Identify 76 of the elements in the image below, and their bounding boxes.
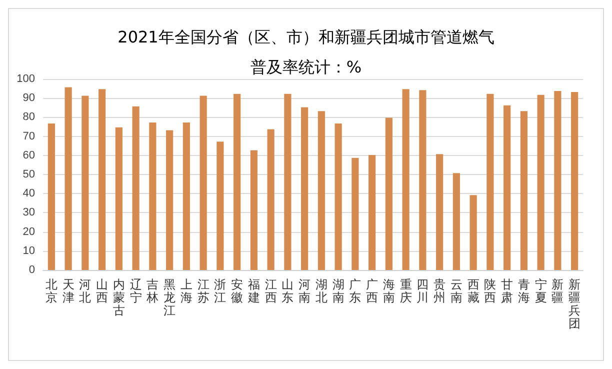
y-tick-label: 70: [22, 130, 35, 142]
x-tick-label: 云南: [450, 278, 462, 304]
x-tick-label: 海南: [382, 278, 395, 304]
bar: [571, 92, 578, 270]
bar: [368, 155, 376, 270]
y-tick-label: 80: [22, 111, 35, 124]
x-tick-label: 辽宁: [130, 278, 142, 304]
x-tick-label: 重庆: [400, 278, 412, 304]
y-tick-label: 90: [22, 92, 35, 104]
bar: [166, 130, 174, 270]
bar: [301, 107, 308, 270]
y-tick-label: 10: [22, 244, 35, 257]
bar: [554, 91, 562, 270]
bar: [402, 89, 410, 270]
y-tick-label: 50: [22, 168, 35, 180]
bar: [537, 94, 544, 270]
x-tick-label: 新疆兵团: [568, 278, 581, 330]
x-tick-label: 青海: [518, 278, 530, 304]
x-tick-label: 湖南: [332, 278, 344, 304]
y-tick-label: 0: [28, 264, 35, 276]
bar: [132, 106, 140, 270]
bar: [64, 87, 72, 270]
bar: [520, 111, 528, 270]
x-tick-label: 福建: [246, 278, 260, 304]
bar: [470, 195, 477, 270]
bar: [486, 94, 494, 270]
bar: [234, 94, 241, 270]
y-tick-label: 20: [22, 226, 35, 238]
x-tick-label: 江苏: [197, 278, 210, 304]
bar: [452, 173, 460, 270]
bar: [82, 96, 89, 270]
chart-title: 2021年全国分省（区、市）和新疆兵团城市管道燃气普及率统计：%: [118, 28, 494, 76]
bar: [334, 124, 342, 270]
x-tick-label: 山东: [282, 278, 294, 304]
x-tick-label: 贵州: [434, 278, 446, 304]
bar: [216, 142, 224, 270]
bar: [419, 90, 426, 270]
bar: [385, 118, 392, 270]
bar: [250, 150, 258, 270]
x-tick-label: 陕西: [484, 278, 496, 304]
x-tick-label: 新疆: [552, 278, 564, 304]
bar: [504, 105, 511, 270]
bar: [267, 129, 274, 270]
y-tick-label: 30: [22, 206, 35, 219]
bar: [284, 94, 292, 270]
x-tick-label: 江西: [264, 278, 277, 304]
bar: [200, 96, 207, 270]
x-tick-label: 湖北: [315, 278, 328, 304]
bar: [352, 158, 359, 270]
x-tick-label: 广东: [349, 278, 362, 304]
x-tick-label: 四川: [416, 278, 429, 304]
x-tick-label: 吉林: [146, 278, 159, 304]
bar: [149, 122, 156, 270]
x-tick-label: 宁夏: [534, 278, 547, 304]
x-tick-label: 北京: [45, 278, 58, 304]
x-tick-label: 河北: [79, 278, 92, 304]
bar: [115, 127, 122, 270]
bar: [182, 122, 190, 270]
x-tick-label: 安徽: [231, 278, 244, 304]
x-tick-label: 黑龙江: [164, 278, 176, 318]
y-tick-label: 60: [22, 149, 35, 162]
x-tick-label: 内蒙古: [112, 278, 125, 318]
bar: [98, 89, 106, 270]
y-tick-label: 100: [16, 73, 35, 85]
x-tick-label: 广西: [366, 278, 378, 304]
bar: [436, 154, 444, 270]
x-tick-label: 上海: [180, 278, 192, 304]
x-tick-label: 山西: [96, 278, 108, 304]
bar: [318, 111, 325, 270]
x-tick-label: 河南: [298, 278, 311, 304]
bar: [48, 124, 55, 270]
x-tick-label: 西藏: [467, 278, 480, 304]
x-tick-label: 浙江: [214, 278, 226, 304]
x-tick-label: 天津: [62, 278, 74, 304]
x-tick-label: 甘肃: [501, 278, 514, 304]
y-tick-label: 40: [22, 188, 35, 200]
